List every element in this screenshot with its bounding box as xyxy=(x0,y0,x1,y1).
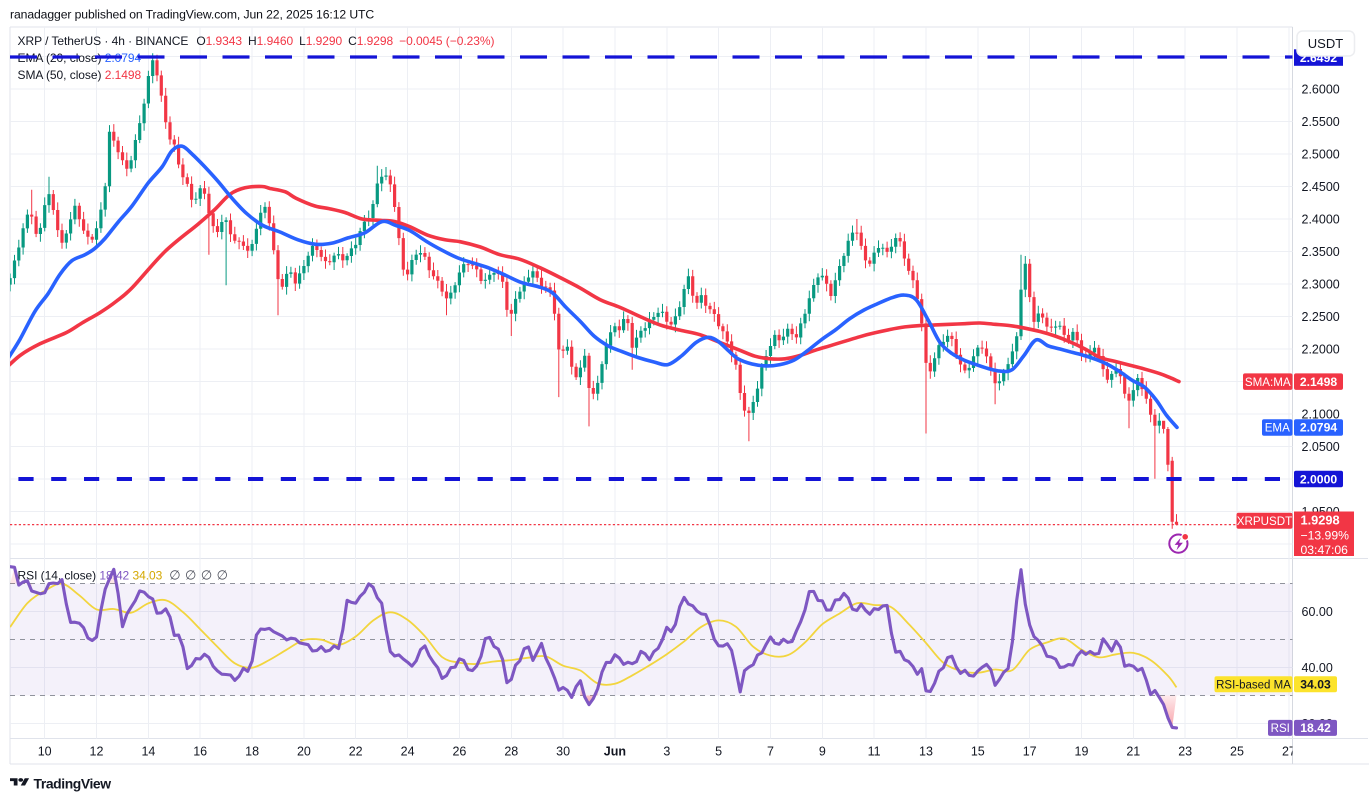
svg-text:2.0794: 2.0794 xyxy=(1300,421,1337,435)
svg-text:16: 16 xyxy=(193,745,207,759)
svg-text:34.03: 34.03 xyxy=(1300,678,1331,692)
svg-text:18: 18 xyxy=(245,745,259,759)
svg-text:USDT: USDT xyxy=(1308,36,1343,51)
svg-text:18.42: 18.42 xyxy=(1300,721,1331,735)
svg-text:12: 12 xyxy=(90,745,104,759)
svg-text:2.1498: 2.1498 xyxy=(1300,375,1337,389)
svg-text:2.5000: 2.5000 xyxy=(1302,147,1340,161)
svg-text:SMA (50, close) 2.1498: SMA (50, close) 2.1498 xyxy=(18,68,142,82)
svg-text:2.0000: 2.0000 xyxy=(1300,472,1337,486)
svg-text:27: 27 xyxy=(1282,745,1296,759)
svg-text:2.5500: 2.5500 xyxy=(1302,115,1340,129)
svg-text:XRPUSDT: XRPUSDT xyxy=(1237,515,1292,528)
svg-text:19: 19 xyxy=(1075,745,1089,759)
svg-text:14: 14 xyxy=(141,745,155,759)
svg-text:2.1000: 2.1000 xyxy=(1302,407,1340,421)
svg-text:22: 22 xyxy=(349,745,363,759)
svg-text:RSI: RSI xyxy=(1271,722,1290,735)
svg-text:40.00: 40.00 xyxy=(1302,661,1333,675)
svg-text:−13.99%: −13.99% xyxy=(1301,529,1350,543)
svg-text:2.6000: 2.6000 xyxy=(1302,82,1340,96)
svg-text:2.3000: 2.3000 xyxy=(1302,277,1340,291)
svg-text:SMA:MA: SMA:MA xyxy=(1245,376,1291,389)
svg-text:60.00: 60.00 xyxy=(1302,605,1333,619)
svg-text:2.4000: 2.4000 xyxy=(1302,212,1340,226)
svg-text:2.2500: 2.2500 xyxy=(1302,310,1340,324)
svg-text:11: 11 xyxy=(868,745,881,759)
svg-text:26: 26 xyxy=(452,745,466,759)
svg-text:2.2000: 2.2000 xyxy=(1302,342,1340,356)
svg-text:17: 17 xyxy=(1023,745,1037,759)
svg-text:EMA (20, close) 2.0794: EMA (20, close) 2.0794 xyxy=(18,51,142,65)
svg-text:5: 5 xyxy=(715,745,722,759)
svg-text:20: 20 xyxy=(297,745,311,759)
svg-text:2.3500: 2.3500 xyxy=(1302,245,1340,259)
svg-text:23: 23 xyxy=(1178,745,1192,759)
svg-text:3: 3 xyxy=(663,745,670,759)
svg-text:9: 9 xyxy=(819,745,826,759)
svg-text:7: 7 xyxy=(767,745,774,759)
svg-text:10: 10 xyxy=(38,745,52,759)
svg-text:13: 13 xyxy=(919,745,933,759)
svg-text:EMA: EMA xyxy=(1265,422,1290,435)
svg-text:15: 15 xyxy=(971,745,985,759)
svg-text:03:47:06: 03:47:06 xyxy=(1301,543,1349,557)
svg-text:TradingView: TradingView xyxy=(34,776,112,792)
svg-text:ranadagger published on Tradin: ranadagger published on TradingView.com,… xyxy=(10,8,374,22)
svg-text:28: 28 xyxy=(504,745,518,759)
svg-text:30: 30 xyxy=(556,745,570,759)
svg-text:2.4500: 2.4500 xyxy=(1302,180,1340,194)
svg-text:RSI-based MA: RSI-based MA xyxy=(1216,680,1291,692)
svg-text:1.9298: 1.9298 xyxy=(1301,513,1340,528)
svg-text:2.0500: 2.0500 xyxy=(1302,440,1340,454)
svg-text:21: 21 xyxy=(1126,745,1140,759)
svg-text:Jun: Jun xyxy=(604,745,626,759)
svg-text:25: 25 xyxy=(1230,745,1244,759)
svg-text:24: 24 xyxy=(401,745,415,759)
